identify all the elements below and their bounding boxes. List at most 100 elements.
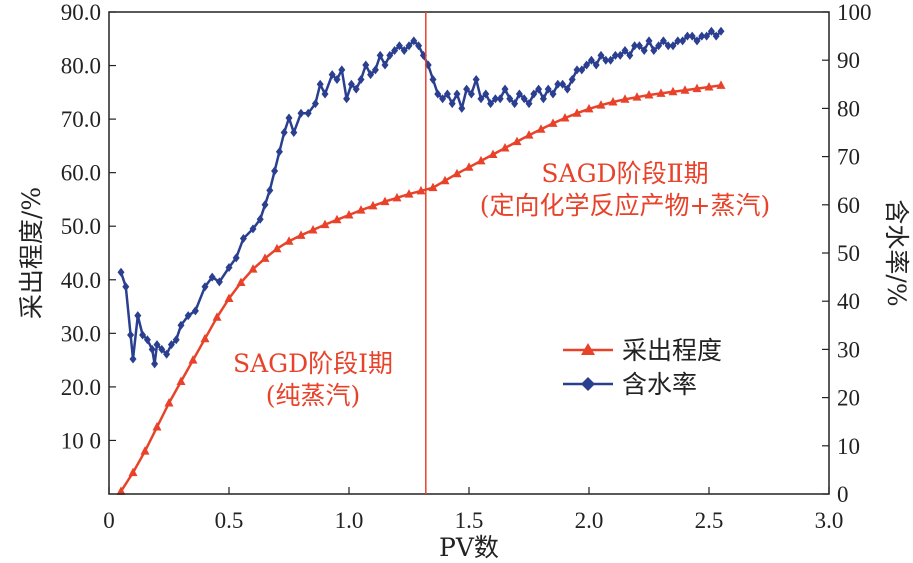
- watercut-point: [602, 55, 610, 65]
- y-axis-right-title: 含水率/%: [882, 199, 911, 306]
- watercut-point: [391, 46, 399, 56]
- y-right-tick-label: 40: [837, 289, 860, 314]
- recovery-point: [560, 113, 570, 122]
- recovery-point: [620, 94, 630, 103]
- watercut-point: [362, 60, 370, 70]
- recovery-point: [356, 205, 366, 214]
- recovery-point: [392, 192, 402, 202]
- watercut-point: [530, 89, 538, 99]
- watercut-point: [386, 50, 394, 60]
- recovery-point: [224, 293, 234, 303]
- watercut-point: [148, 344, 156, 354]
- x-axis-title: PV数: [439, 533, 499, 562]
- recovery-point: [608, 96, 618, 106]
- watercut-point: [343, 94, 351, 104]
- watercut-point: [439, 94, 447, 104]
- recovery-point: [164, 397, 174, 407]
- watercut-point: [191, 306, 199, 316]
- y-left-tick-label: 60.0: [61, 161, 101, 186]
- y-left-tick-label: 90.0: [61, 0, 101, 25]
- watercut-point: [400, 46, 408, 56]
- y-right-tick-label: 50: [837, 241, 860, 266]
- watercut-point: [583, 60, 591, 70]
- watercut-point: [559, 79, 567, 89]
- watercut-point: [631, 41, 639, 51]
- y-axis-left-title: 采出程度/%: [17, 187, 46, 319]
- recovery-point: [704, 81, 714, 91]
- legend-recovery-label: 采出程度: [622, 336, 722, 365]
- watercut-point: [429, 74, 437, 84]
- watercut-point: [434, 89, 442, 99]
- watercut-point: [669, 41, 677, 51]
- recovery-point: [308, 224, 318, 234]
- x-tick-label: 2.0: [575, 508, 604, 533]
- watercut-point: [285, 113, 293, 123]
- watercut-point: [405, 41, 413, 51]
- watercut-point: [127, 330, 135, 340]
- watercut-point: [482, 89, 490, 99]
- recovery-point: [380, 196, 390, 206]
- recovery-point: [476, 155, 486, 165]
- watercut-point: [712, 31, 720, 41]
- watercut-point: [448, 99, 456, 109]
- watercut-point: [225, 262, 233, 272]
- recovery-point: [320, 219, 330, 229]
- watercut-point: [568, 74, 576, 84]
- y-right-tick-label: 100: [837, 0, 872, 25]
- recovery-point: [656, 88, 666, 97]
- watercut-point: [573, 65, 581, 75]
- recovery-point: [116, 486, 126, 495]
- watercut-point: [635, 41, 643, 51]
- recovery-point: [404, 189, 414, 198]
- recovery-point: [284, 236, 294, 245]
- watercut-point: [592, 60, 600, 70]
- watercut-point: [578, 65, 586, 75]
- recovery-point: [668, 86, 678, 96]
- watercut-point: [688, 31, 696, 41]
- watercut-point: [357, 74, 365, 84]
- watercut-point: [587, 55, 595, 65]
- y-left-tick-label: 50.0: [61, 214, 101, 239]
- watercut-point: [597, 50, 605, 60]
- watercut-point: [410, 36, 418, 46]
- watercut-point: [693, 36, 701, 46]
- stage1-annotation-line2: (纯蒸汽): [266, 381, 361, 410]
- watercut-point: [275, 147, 283, 157]
- recovery-point: [548, 118, 558, 127]
- x-tick-label: 2.5: [695, 508, 724, 533]
- watercut-point: [280, 128, 288, 137]
- watercut-point: [520, 94, 528, 104]
- recovery-point: [464, 162, 474, 171]
- recovery-point: [512, 136, 522, 146]
- y-left-tick-label: 30.0: [61, 321, 101, 346]
- watercut-point: [129, 354, 137, 364]
- watercut-point: [328, 70, 336, 80]
- watercut-point: [463, 84, 471, 94]
- y-left-tick-label: 70.0: [61, 107, 101, 132]
- recovery-point: [680, 85, 690, 94]
- watercut-point: [415, 41, 423, 51]
- recovery-point: [296, 230, 306, 239]
- watercut-point: [201, 282, 209, 292]
- watercut-point: [621, 46, 629, 56]
- recovery-point: [632, 92, 642, 101]
- stage2-annotation-line2: (定向化学反应产物+蒸汽): [480, 191, 770, 220]
- stage2-annotation-line1: SAGD阶段Ⅱ期: [541, 159, 708, 188]
- recovery-point: [140, 446, 150, 455]
- y-right-tick-label: 60: [837, 193, 860, 218]
- x-tick-label: 0: [103, 508, 115, 533]
- recovery-point: [644, 90, 654, 99]
- watercut-point: [616, 50, 624, 60]
- watercut-point: [395, 41, 403, 51]
- watercut-point: [333, 74, 341, 84]
- stage1-annotation-line1: SAGD阶段Ⅰ期: [233, 349, 393, 378]
- recovery-point: [332, 214, 342, 224]
- recovery-point: [236, 277, 246, 286]
- x-tick-label: 0.5: [215, 508, 244, 533]
- watercut-point: [338, 65, 346, 75]
- y-right-tick-label: 30: [837, 337, 860, 362]
- watercut-point: [525, 99, 533, 109]
- legend-watercut-label: 含水率: [622, 370, 697, 399]
- watercut-point: [139, 330, 147, 340]
